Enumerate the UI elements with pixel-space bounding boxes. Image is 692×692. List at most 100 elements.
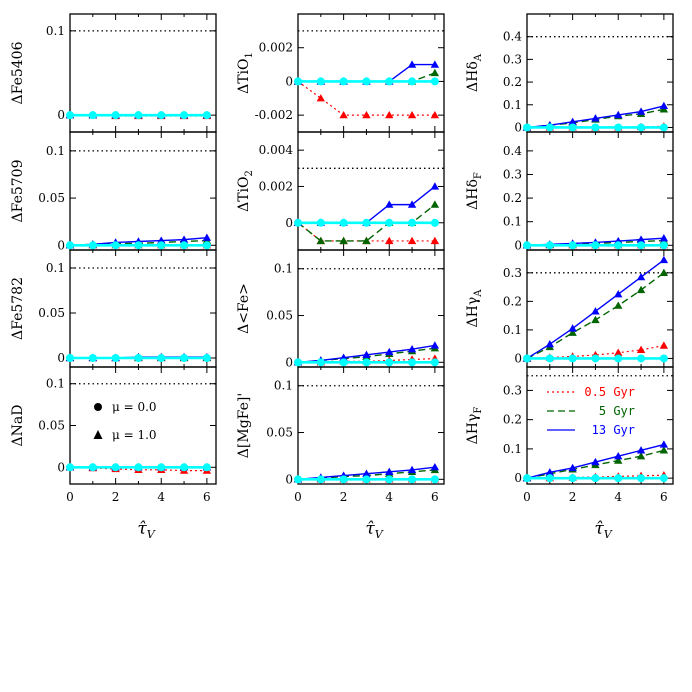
data-point-circle (591, 474, 600, 483)
y-axis-label: ΔTiO1 (236, 52, 255, 94)
data-point-triangle (636, 285, 646, 294)
data-point-circle (180, 463, 189, 472)
data-point-triangle (385, 347, 394, 356)
data-point-circle (385, 475, 394, 484)
x-tick-label: 0 (66, 490, 74, 504)
legend-age-label: 13 Gyr (592, 423, 635, 437)
y-tick-label: 0.1 (503, 323, 522, 337)
x-tick-label: 2 (340, 490, 348, 504)
y-tick-label: 0 (57, 460, 65, 474)
x-tick-label: 0 (523, 490, 531, 504)
data-point-triangle (157, 236, 166, 244)
data-point-triangle (407, 110, 417, 119)
y-tick-label: 0.2 (503, 294, 522, 308)
data-point-circle (294, 77, 302, 86)
data-point-circle (180, 241, 189, 250)
data-point-circle (339, 475, 348, 484)
y-axis-label: ΔHγF (465, 407, 484, 445)
data-point-triangle (407, 345, 417, 353)
data-point-circle (637, 354, 646, 363)
data-point-triangle (591, 457, 600, 466)
data-point-circle (545, 474, 554, 483)
data-point-circle (202, 241, 211, 250)
y-tick-label: 0.05 (38, 306, 65, 320)
data-point-circle (637, 241, 646, 250)
data-point-triangle (568, 328, 577, 336)
data-point-circle (408, 475, 417, 484)
data-point-circle (614, 354, 623, 363)
data-point-triangle (659, 268, 669, 276)
x-tick-label: 4 (385, 490, 393, 504)
data-point-triangle (636, 107, 646, 115)
data-point-triangle (636, 272, 646, 281)
data-point-triangle (568, 324, 577, 332)
panel-frame (297, 131, 445, 251)
data-point-circle (134, 241, 143, 250)
data-point-triangle (316, 94, 326, 102)
data-point-circle (591, 123, 600, 132)
data-point-triangle (614, 348, 623, 356)
data-point-circle (294, 218, 302, 227)
data-point-triangle (636, 345, 646, 354)
panel-5: 0 0.002 0.004 ΔTiO2 (236, 131, 445, 251)
data-point-circle (591, 241, 600, 250)
data-point-circle (659, 354, 668, 363)
data-point-circle (385, 77, 394, 86)
legend-age: 0.5 Gyr 5 Gyr 13 Gyr (547, 385, 635, 437)
data-point-circle (339, 218, 348, 227)
y-axis-label: ΔNaD (10, 405, 26, 447)
data-point-triangle (591, 315, 600, 324)
y-axis-label: Δ<Fe> (236, 283, 252, 334)
data-point-triangle (385, 200, 394, 208)
data-point-triangle (614, 452, 623, 460)
data-point-circle (614, 241, 623, 250)
y-axis-label: ΔTiO2 (236, 170, 255, 212)
data-point-triangle (614, 110, 623, 119)
data-point-triangle (636, 235, 646, 243)
data-point-triangle (202, 233, 212, 241)
data-point-circle (88, 111, 97, 120)
data-point-circle (637, 474, 646, 483)
panel-6: 0 0.1 0.2 0.3 0.4 ΔHδF (465, 131, 674, 252)
data-point-circle (362, 358, 371, 367)
data-point-triangle (430, 182, 440, 190)
data-point-circle (659, 123, 668, 132)
data-point-triangle (614, 301, 623, 309)
data-point-circle (111, 463, 120, 472)
data-point-circle (385, 218, 394, 227)
x-tick-label: 2 (112, 490, 120, 504)
data-point-triangle (659, 234, 669, 242)
data-point-triangle (659, 446, 669, 454)
data-point-triangle (568, 117, 577, 125)
data-point-circle (385, 358, 394, 367)
data-point-circle (134, 111, 143, 120)
y-tick-label: 0 (285, 74, 293, 88)
y-tick-label: 0.002 (259, 179, 293, 193)
y-tick-label: 0.3 (503, 167, 522, 181)
y-tick-label: 0.05 (266, 426, 293, 440)
data-point-triangle (430, 110, 440, 119)
data-point-circle (316, 77, 325, 86)
y-tick-label: 0.05 (266, 309, 293, 323)
y-tick-label: 0.1 (503, 98, 522, 112)
y-axis-label: ΔFe5406 (10, 41, 26, 104)
data-point-circle (545, 354, 554, 363)
y-tick-label: 0 (514, 351, 522, 365)
data-point-circle (157, 463, 166, 472)
y-tick-label: 0.3 (503, 266, 522, 280)
data-point-triangle (362, 350, 371, 358)
panel-11: 0 0.05 0.1 Δ[MgFe]' 0 2 4 6 τ̂V (236, 366, 445, 541)
data-point-circle (339, 358, 348, 367)
y-tick-label: 0 (57, 238, 65, 252)
data-point-circle (362, 77, 371, 86)
y-tick-label: 0 (514, 238, 522, 252)
data-point-triangle (362, 110, 371, 119)
data-point-circle (134, 463, 143, 472)
y-tick-label: 0.05 (38, 419, 65, 433)
data-point-triangle (545, 339, 555, 348)
data-point-circle (316, 475, 325, 484)
y-tick-label: 0.1 (503, 215, 522, 229)
panel-12: 0 0.1 0.2 0.3 ΔHγF 0 2 4 6 τ̂V 0.5 Gyr 5 Gyr 13 Gyr (465, 366, 674, 541)
y-tick-label: 0.1 (46, 144, 65, 158)
data-point-circle (430, 358, 439, 367)
